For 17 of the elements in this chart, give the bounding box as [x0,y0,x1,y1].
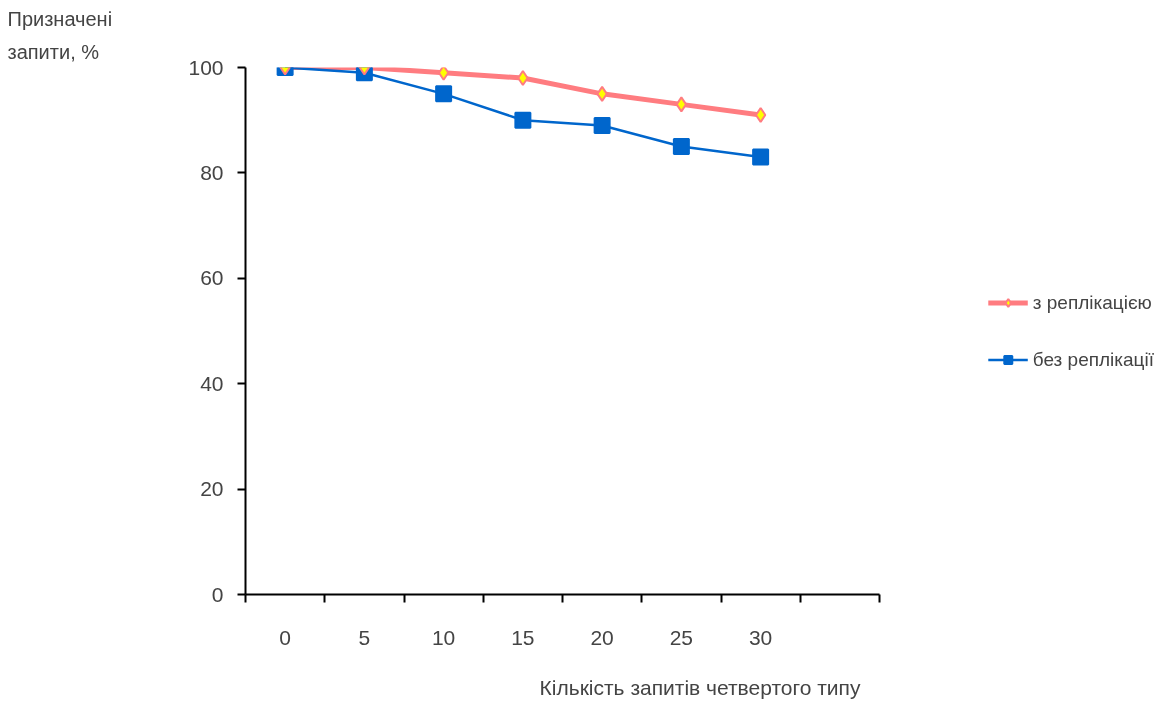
y-tick-label: 60 [200,266,224,290]
legend-label: без реплікації [1032,348,1154,370]
x-axis-title: Кількість запитів четвертого типу [539,675,861,699]
y-tick-label: 0 [211,582,224,606]
y-tick-label: 20 [200,477,224,501]
x-tick-label: 0 [279,625,291,649]
x-tick-label: 25 [669,625,694,649]
y-tick-label: 100 [188,55,224,79]
x-tick-label: 30 [748,625,773,649]
x-tick-label: 10 [431,625,456,649]
x-tick-label: 15 [511,625,535,649]
y-tick-label: 40 [200,371,224,395]
legend-label: з реплікацією [1032,291,1152,313]
x-tick-label: 5 [358,625,371,649]
y-axis-title: Призначені запити, % [7,7,113,63]
y-tick-label: 80 [200,160,224,184]
x-tick-label: 20 [590,625,614,649]
